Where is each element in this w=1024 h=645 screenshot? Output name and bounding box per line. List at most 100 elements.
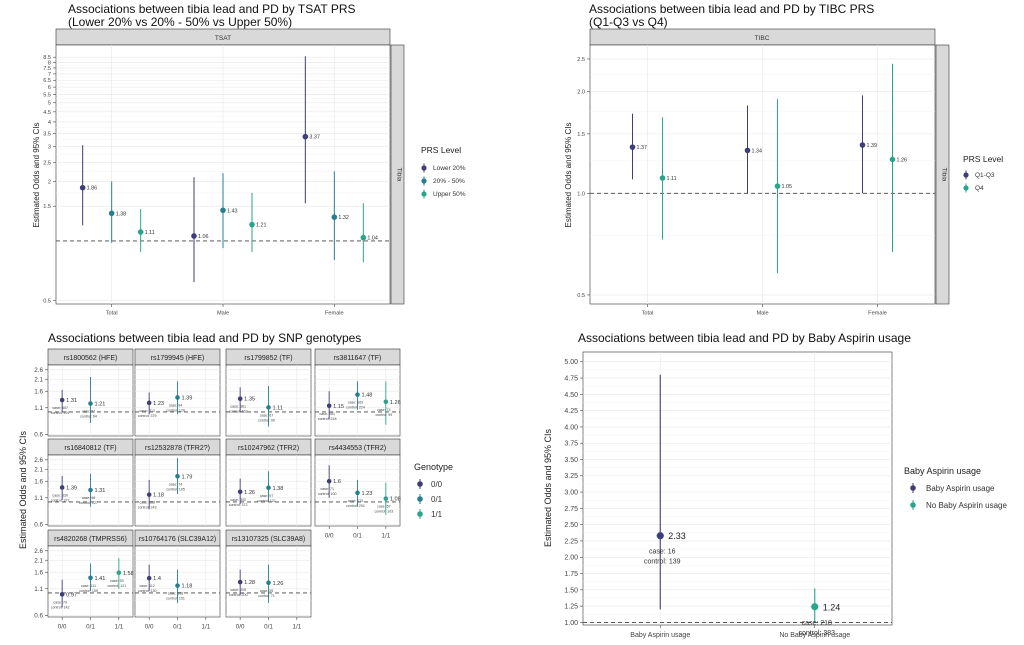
- tsat-data-label: 1.04: [367, 236, 378, 242]
- snp-point: [266, 405, 271, 410]
- snp-y-tick-label: 0.6: [34, 432, 43, 439]
- snp-control-label: control: 491: [51, 411, 70, 415]
- snp-legend-title: Genotype: [414, 462, 453, 472]
- aspirin-chart: Associations between tibia lead and PD b…: [543, 331, 1007, 639]
- snp-y-tick-label: 2.6: [34, 367, 43, 374]
- snp-case-label: case: 112: [140, 584, 155, 588]
- tibc-y-tick-label: 1.5: [577, 132, 585, 138]
- tsat-side-strip: [390, 44, 405, 305]
- tsat-y-tick-label: 6: [48, 85, 51, 91]
- aspirin-marks: 2.33 case: 16 control: 139 1.24 case: 218 con…: [644, 374, 840, 637]
- aspirin-y-tick-label: 3.25: [564, 473, 578, 480]
- snp-control-label: control: 71: [258, 594, 275, 598]
- snp-case-label: case: 94: [169, 403, 183, 407]
- aspirin-y-ticks: 1.00 1.25 1.50 1.75 2.00 2.25 2.50 2.75 3.00 3.25…: [564, 359, 583, 627]
- tibc-point: [774, 183, 781, 189]
- snp-y-tick-label: 2.1: [34, 376, 43, 383]
- snp-data-label: 1.35: [244, 397, 255, 403]
- tibc-side-label: Tibia: [941, 168, 948, 182]
- tibc-legend-title: PRS Level: [963, 154, 1003, 164]
- tsat-subtitle: (Lower 20% vs 20% - 50% vs Upper 50%): [68, 15, 292, 29]
- tsat-y-tick-label: 8.5: [43, 55, 51, 61]
- tsat-point: [220, 207, 226, 214]
- snp-x-tick-label: 0/0: [325, 532, 334, 539]
- snp-x-tick-label: 0/1: [264, 623, 273, 630]
- snp-point: [266, 580, 271, 586]
- tsat-legend-label: 20% - 50%: [433, 178, 465, 185]
- snp-data-label: 1.26: [390, 400, 401, 406]
- snp-case-label: case: 96: [82, 496, 96, 500]
- aspirin-y-tick-label: 2.00: [564, 555, 578, 562]
- snp-point: [146, 492, 152, 497]
- snp-panel-title: rs4820268 (TMPRSS6): [54, 536, 127, 543]
- snp-point: [237, 489, 243, 495]
- tsat-strip-label: TSAT: [215, 35, 231, 42]
- snp-data-label: 1.11: [273, 405, 283, 411]
- tsat-point: [302, 133, 309, 140]
- tibc-x-tick-label: Male: [756, 311, 768, 317]
- aspirin-y-tick-label: 3.00: [564, 490, 578, 497]
- tsat-x-tick-label: Female: [325, 311, 344, 317]
- snp-case-label: case: 74: [377, 408, 391, 412]
- snp-title: Associations between tibia lead and PD b…: [48, 331, 361, 345]
- tsat-y-ticks: 0.5 1.5 2 2.5 3 3.5 4 4.5 5 5.5 66.577.588.5: [43, 55, 56, 304]
- snp-case-label: case: 111: [81, 584, 96, 588]
- tibc-legend-key: [963, 172, 969, 178]
- snp-control-label: control: 151: [166, 597, 185, 601]
- snp-point: [88, 575, 93, 581]
- snp-data-label: 1.4: [153, 576, 161, 582]
- snp-panel-title: rs3811647 (TF): [334, 355, 382, 362]
- aspirin-x-tick-label: Baby Aspirin usage: [630, 632, 690, 639]
- snp-point: [88, 401, 93, 406]
- snp-case-label: case: 108: [168, 592, 184, 596]
- tibc-title: Associations between tibia lead and PD b…: [589, 2, 874, 16]
- snp-control-label: control: 218: [318, 417, 337, 421]
- tsat-data-label: 1.06: [198, 234, 209, 240]
- snp-point: [175, 473, 180, 479]
- snp-point: [355, 490, 360, 496]
- snp-case-label: case: 57: [377, 505, 391, 509]
- snp-case-label: case: 407: [52, 406, 68, 410]
- tibc-legend-key: [963, 185, 969, 191]
- snp-panel-title: rs12532878 (TFR2?): [145, 445, 210, 452]
- snp-point: [355, 392, 360, 397]
- aspirin-case-label: case: 16: [649, 549, 676, 556]
- snp-case-label: case: 55: [260, 589, 274, 593]
- snp-y-tick-label: 2.1: [34, 466, 43, 473]
- tsat-data-label: 1.38: [116, 211, 127, 217]
- aspirin-x-tick-label: No Baby Aspirin usage: [779, 632, 850, 639]
- tsat-y-tick-label: 3: [48, 145, 51, 151]
- snp-data-label: 1.28: [244, 580, 255, 586]
- snp-point: [146, 575, 152, 581]
- snp-control-label: control: 99: [375, 413, 392, 417]
- snp-control-label: control: 130: [138, 589, 157, 593]
- snp-y-tick-label: 1.6: [34, 388, 43, 395]
- snp-point: [59, 397, 65, 403]
- snp-data-label: 1.6: [333, 479, 341, 485]
- aspirin-legend-label: Baby Aspirin usage: [926, 484, 995, 493]
- snp-point: [116, 570, 122, 576]
- snp-legend-label: 0/1: [431, 495, 443, 504]
- aspirin-y-tick-label: 4.50: [564, 392, 578, 399]
- snp-case-label: case: 74: [169, 482, 183, 486]
- snp-panels: rs1800562 (HFE) 0.6 1.1 1.6 2.1 2.6 1.31 case: …: [34, 348, 401, 630]
- aspirin-y-tick-label: 5.00: [564, 359, 578, 366]
- snp-y-tick-label: 0.6: [34, 522, 43, 529]
- snp-point: [326, 478, 332, 484]
- snp-case-label: case: 71: [320, 487, 334, 491]
- tibc-data-label: 1.05: [782, 184, 793, 190]
- snp-panel: rs4820268 (TMPRSS6) 0.6 1.1 1.6 2.1 2.6 0/0 0/1…: [34, 529, 134, 630]
- tibc-point: [659, 175, 666, 181]
- snp-legend-key: [417, 511, 423, 517]
- tsat-legend-key: [421, 191, 427, 197]
- snp-legend-key: [417, 496, 423, 502]
- snp-case-label: case: 188: [139, 501, 155, 505]
- tibc-x-tick-label: Female: [868, 311, 887, 317]
- tsat-y-tick-label: 1.5: [43, 204, 51, 210]
- aspirin-point: [656, 532, 664, 540]
- tsat-legend: PRS Level Lower 20% 20% - 50% Upper 50%: [421, 145, 466, 199]
- aspirin-y-tick-label: 2.50: [564, 522, 578, 529]
- tibc-y-tick-label: 2.5: [577, 57, 585, 63]
